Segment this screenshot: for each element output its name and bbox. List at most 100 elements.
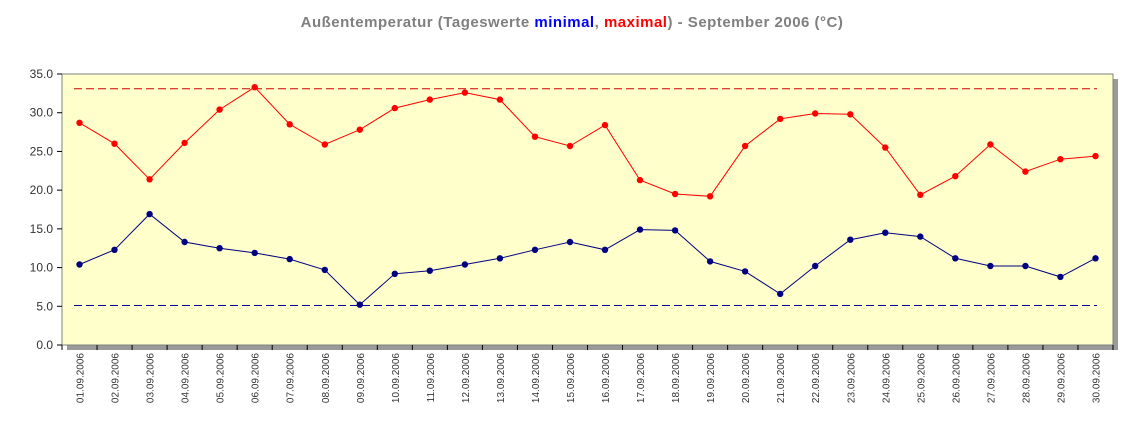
x-tick-label: 15.09.2006	[566, 353, 577, 403]
series-point-max	[847, 111, 854, 118]
series-point-min	[741, 268, 749, 275]
series-point-max	[321, 141, 328, 148]
series-point-max	[356, 126, 363, 133]
chart-title-max-word: maximal	[603, 14, 668, 31]
series-point-min	[391, 270, 398, 277]
y-tick-label: 20.0	[30, 183, 54, 197]
series-point-max	[566, 142, 574, 150]
series-point-min	[706, 258, 714, 265]
x-tick-label: 02.09.2006	[111, 353, 122, 403]
series-point-min	[601, 246, 609, 253]
x-tick-label: 16.09.2006	[601, 353, 612, 403]
x-tick-label: 23.09.2006	[846, 353, 857, 403]
x-tick-label: 03.09.2006	[146, 353, 157, 403]
series-point-max	[917, 191, 924, 198]
plot-area	[61, 73, 1114, 346]
x-tick-label: 27.09.2006	[986, 353, 997, 403]
series-point-max	[1092, 152, 1099, 160]
x-tick-label: 04.09.2006	[181, 353, 192, 403]
x-tick-label: 30.09.2006	[1091, 353, 1102, 403]
y-tick-label: 10.0	[30, 261, 54, 275]
series-point-max	[1057, 156, 1064, 163]
series-point-min	[461, 261, 469, 268]
series-point-min	[321, 266, 328, 274]
series-point-max	[496, 96, 504, 103]
series-point-max	[251, 84, 258, 91]
series-point-max	[216, 106, 223, 113]
series-point-max	[111, 140, 118, 147]
series-point-min	[917, 233, 924, 240]
series-point-max	[426, 96, 433, 103]
x-tick-label: 21.09.2006	[776, 353, 787, 403]
series-point-min	[426, 267, 433, 274]
series-point-min	[1022, 262, 1029, 270]
series-point-min	[952, 255, 959, 262]
x-tick-label: 19.09.2006	[706, 353, 717, 403]
series-point-min	[286, 255, 293, 263]
series-point-min	[1092, 255, 1099, 262]
x-tick-label: 07.09.2006	[286, 353, 297, 403]
x-tick-label: 05.09.2006	[216, 353, 227, 403]
series-point-max	[987, 141, 994, 148]
series-point-max	[181, 139, 188, 147]
series-point-min	[987, 262, 994, 270]
x-tick-label: 28.09.2006	[1021, 353, 1032, 403]
x-tick-label: 01.09.2006	[76, 353, 87, 403]
series-point-max	[531, 133, 539, 140]
series-line-min	[79, 213, 1096, 306]
series-line-max	[79, 86, 1096, 197]
x-tick-label: 25.09.2006	[916, 353, 927, 403]
series-point-min	[566, 238, 574, 246]
series-point-min	[251, 249, 258, 257]
series-point-min	[76, 261, 83, 268]
y-tick-label: 15.0	[30, 222, 54, 236]
series-point-max	[952, 173, 959, 180]
x-tick-label: 06.09.2006	[251, 353, 262, 403]
y-tick-label: 0.0	[36, 338, 53, 352]
series-point-max	[286, 121, 293, 128]
series-point-min	[671, 227, 679, 234]
series-point-min	[882, 229, 889, 236]
x-tick-label: 09.09.2006	[356, 353, 367, 403]
series-point-min	[636, 226, 644, 233]
y-tick-label: 30.0	[30, 106, 54, 120]
series-point-min	[847, 236, 854, 243]
y-tick-label: 25.0	[30, 144, 54, 158]
series-point-min	[777, 290, 784, 298]
series-point-max	[146, 176, 153, 183]
y-tick-label: 5.0	[36, 299, 53, 313]
x-tick-label: 24.09.2006	[881, 353, 892, 403]
series-point-max	[1022, 168, 1029, 175]
series-point-max	[741, 142, 749, 150]
series-point-max	[706, 193, 714, 200]
chart-title-prefix: Außentemperatur (Tageswerte	[300, 14, 535, 31]
x-tick-label: 08.09.2006	[321, 353, 332, 403]
x-tick-label: 20.09.2006	[741, 353, 752, 403]
x-tick-label: 14.09.2006	[531, 353, 542, 403]
series-point-max	[777, 115, 784, 123]
chart-title-suffix: ) - September 2006 (°C)	[667, 14, 844, 31]
series-point-min	[1057, 273, 1064, 281]
chart-title: Außentemperatur (Tageswerte minimal, max…	[0, 14, 1144, 31]
series-point-min	[356, 301, 363, 308]
x-tick-label: 17.09.2006	[636, 353, 647, 403]
series-point-min	[531, 246, 539, 253]
chart-title-separator: ,	[594, 14, 604, 31]
y-tick-label: 35.0	[30, 67, 54, 81]
x-tick-label: 26.09.2006	[951, 353, 962, 403]
series-point-max	[812, 110, 819, 117]
x-tick-label: 11.09.2006	[426, 353, 437, 403]
series-point-max	[636, 176, 644, 184]
chart-title-min-word: minimal	[534, 14, 595, 31]
series-point-min	[496, 255, 504, 262]
series-point-max	[671, 190, 679, 198]
series-point-max	[76, 119, 83, 127]
series-point-min	[216, 245, 223, 252]
x-tick-label: 13.09.2006	[496, 353, 507, 403]
series-point-min	[181, 238, 188, 246]
x-tick-label: 10.09.2006	[391, 353, 402, 403]
x-tick-label: 18.09.2006	[671, 353, 682, 403]
series-point-max	[601, 121, 609, 129]
